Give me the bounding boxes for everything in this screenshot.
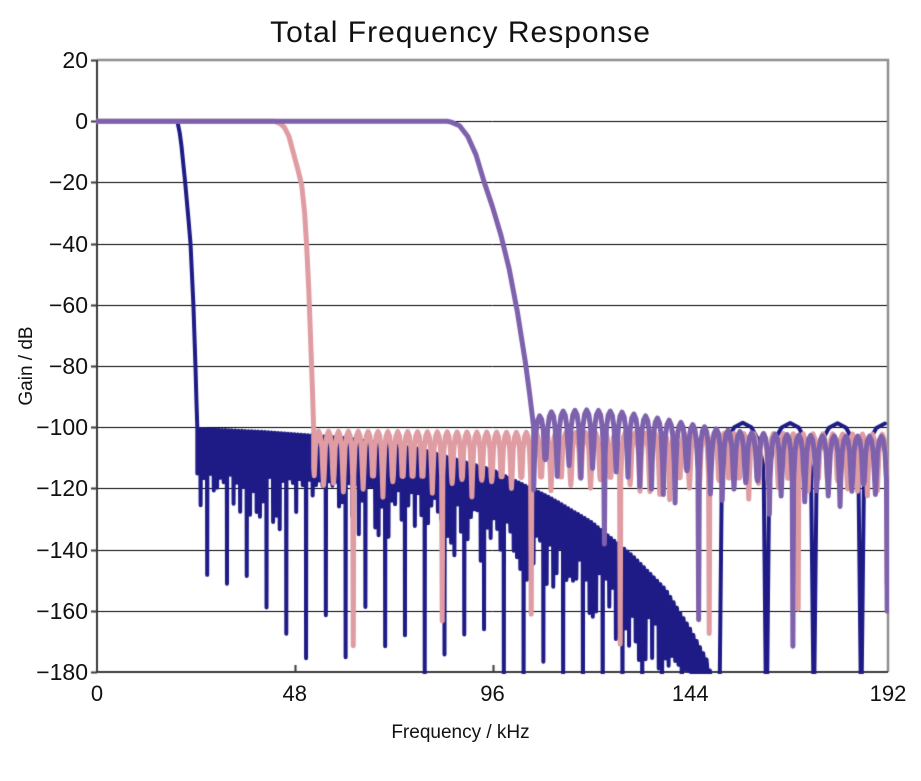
y-tick-label: −180 xyxy=(36,659,88,685)
x-tick-label: 96 xyxy=(480,681,505,706)
x-tick-label: 0 xyxy=(90,681,104,706)
x-tick-label: 144 xyxy=(671,681,709,706)
y-tick-label: −140 xyxy=(36,536,88,563)
y-tick-label: −100 xyxy=(36,414,88,441)
page-title: Total Frequency Response xyxy=(270,16,651,49)
y-tick-label: −160 xyxy=(36,597,88,624)
y-tick-label: 0 xyxy=(75,108,88,135)
y-tick-label: −80 xyxy=(48,353,88,379)
y-tick-label: −120 xyxy=(36,475,88,502)
x-tick-label: 48 xyxy=(282,681,307,706)
y-tick-label: 20 xyxy=(62,47,88,73)
y-tick-label: −20 xyxy=(48,169,88,196)
x-tick-label: 192 xyxy=(869,681,907,706)
x-axis-label: Frequency / kHz xyxy=(391,722,530,743)
y-tick-label: −60 xyxy=(48,291,88,318)
y-tick-label: −40 xyxy=(48,230,88,257)
